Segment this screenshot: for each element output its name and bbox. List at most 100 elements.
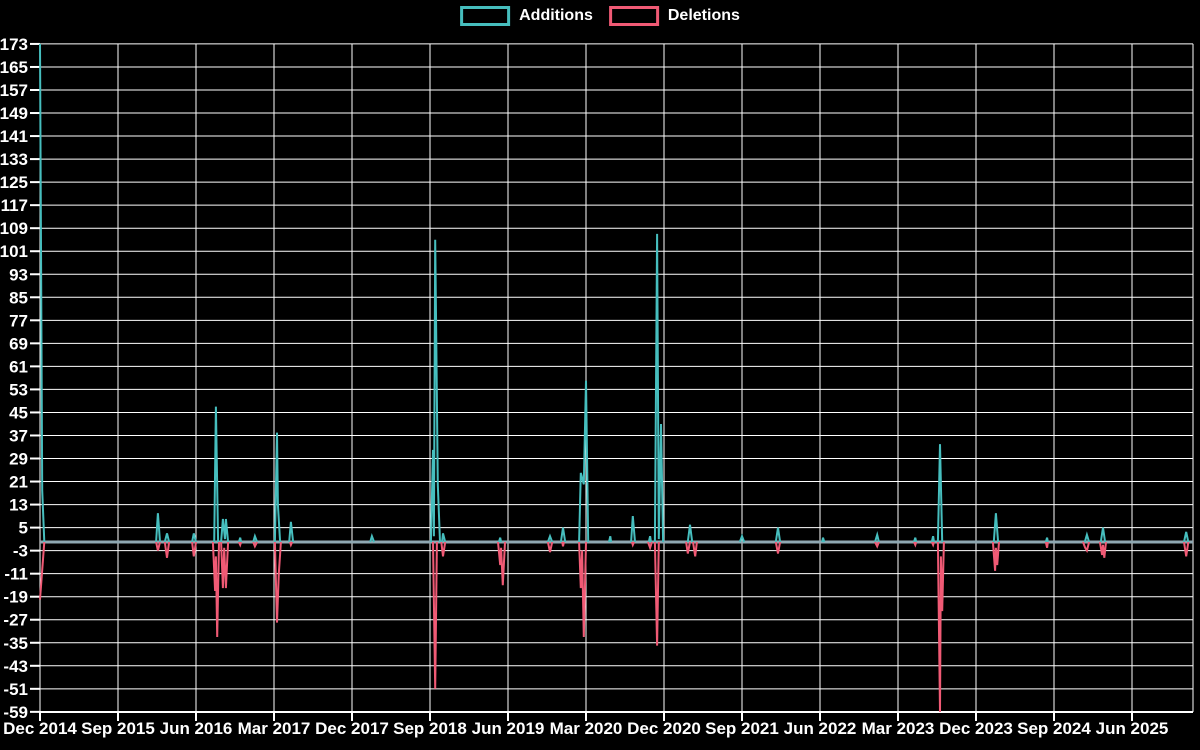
additions-spike-line [774, 527, 782, 543]
x-tick-label: Jun 2022 [784, 719, 857, 738]
additions-spike-line [497, 537, 503, 543]
deletions-spike-line [913, 541, 918, 548]
deletions-spike-line [653, 541, 660, 646]
additions-spike-line [608, 535, 613, 543]
x-tick-label: Jun 2025 [1096, 719, 1169, 738]
y-tick-label: 165 [0, 58, 28, 77]
deletions-spike-line [1044, 541, 1049, 549]
deletions-spike-line [936, 541, 945, 712]
additions-spike-line [369, 533, 376, 543]
additions-spike-line [237, 537, 243, 543]
y-tick-label: 45 [9, 403, 28, 422]
additions-spike-line [1183, 531, 1190, 543]
y-tick-label: 149 [0, 104, 28, 123]
deletions-spike-line [561, 541, 565, 547]
y-tick-label: 5 [19, 519, 28, 538]
additions-spike-line [930, 535, 935, 543]
x-tick-label: Mar 2017 [238, 719, 311, 738]
deletions-spike-line [774, 541, 782, 554]
deletions-spike-line [211, 541, 220, 638]
deletions-spike-line [991, 541, 1000, 571]
additions-spike-line [992, 513, 1000, 543]
additions-spike-line [441, 533, 447, 543]
additions-spike-line [578, 380, 590, 543]
y-tick-label: 173 [0, 35, 28, 54]
deletions-spike-line [1098, 541, 1107, 558]
additions-spike-line [252, 533, 259, 543]
y-tick-label: 85 [9, 288, 28, 307]
y-tick-label: -43 [3, 657, 28, 676]
additions-spike-line [559, 527, 567, 543]
y-tick-label: 29 [9, 450, 28, 469]
deletions-spike-line [692, 541, 698, 557]
deletions-spike-line [440, 541, 447, 557]
y-tick-label: 133 [0, 150, 28, 169]
deletions-spike-line [685, 541, 691, 554]
y-tick-label: 61 [9, 357, 28, 376]
additions-spike-line [546, 533, 554, 543]
x-tick-label: Dec 2014 [3, 719, 77, 738]
y-tick-label: -11 [4, 565, 28, 584]
deletions-spike-line [432, 541, 438, 689]
additions-spike-line [213, 406, 220, 543]
deletions-spike-line [546, 541, 554, 553]
additions-spike-line [288, 521, 295, 543]
y-tick-label: 125 [0, 173, 28, 192]
deletions-spike-line [155, 541, 161, 551]
deletions-spike-line [289, 541, 294, 548]
x-tick-label: Sep 2015 [81, 719, 155, 738]
x-tick-label: Dec 2023 [939, 719, 1013, 738]
deletions-spike-line [163, 541, 171, 558]
additions-spike-line [936, 444, 944, 543]
y-tick-label: 21 [9, 473, 28, 492]
y-tick-label: 77 [9, 311, 28, 330]
additions-spike-line [155, 513, 161, 543]
y-tick-label: 93 [9, 265, 28, 284]
additions-spike-line [821, 537, 826, 543]
deletions-spike-line [39, 541, 46, 600]
y-tick-label: -35 [3, 634, 28, 653]
y-tick-label: 117 [1, 196, 28, 215]
deletions-spike-line [252, 541, 258, 549]
legend-item-additions[interactable]: Additions [460, 6, 593, 26]
additions-spike-line [874, 530, 880, 543]
additions-spike-line [1099, 527, 1107, 543]
deletions-spike-line [647, 541, 653, 551]
y-tick-label: 69 [9, 334, 28, 353]
deletions-spike-line [578, 541, 587, 638]
deletions-spike-line [273, 541, 282, 623]
additions-spike-line [191, 533, 197, 543]
x-tick-label: Dec 2020 [627, 719, 701, 738]
legend-label-additions: Additions [519, 7, 593, 24]
additions-spike-line [220, 518, 230, 543]
deletions-spike-line [630, 541, 636, 548]
deletions-spike-line [220, 541, 230, 589]
deletions-spike-line [1082, 541, 1091, 554]
y-tick-label: 141 [0, 127, 28, 146]
additions-spike-line [913, 537, 918, 543]
y-tick-label: 13 [9, 496, 28, 515]
legend-item-deletions[interactable]: Deletions [608, 6, 740, 26]
y-tick-label: 53 [9, 380, 28, 399]
x-tick-label: Jun 2016 [160, 719, 233, 738]
y-tick-label: -51 [3, 680, 28, 699]
x-tick-label: Dec 2017 [315, 719, 389, 738]
chart-legend: Additions Deletions [460, 6, 740, 26]
additions-spike-line [163, 533, 171, 543]
additions-spike-line [686, 524, 694, 543]
additions-swatch-icon [460, 6, 511, 26]
legend-label-deletions: Deletions [667, 7, 740, 24]
y-tick-label: -59 [3, 703, 28, 722]
x-tick-label: Mar 2023 [862, 719, 935, 738]
deletions-spike-line [497, 541, 506, 586]
additions-spike-line [273, 432, 282, 543]
x-tick-label: Sep 2018 [393, 719, 467, 738]
y-tick-label: -27 [3, 611, 28, 630]
deletions-spike-line [1183, 541, 1190, 557]
additions-spike-line [1083, 531, 1091, 543]
deletions-spike-line [237, 541, 243, 548]
y-tick-label: 109 [0, 219, 28, 238]
y-tick-label: -19 [3, 588, 28, 607]
